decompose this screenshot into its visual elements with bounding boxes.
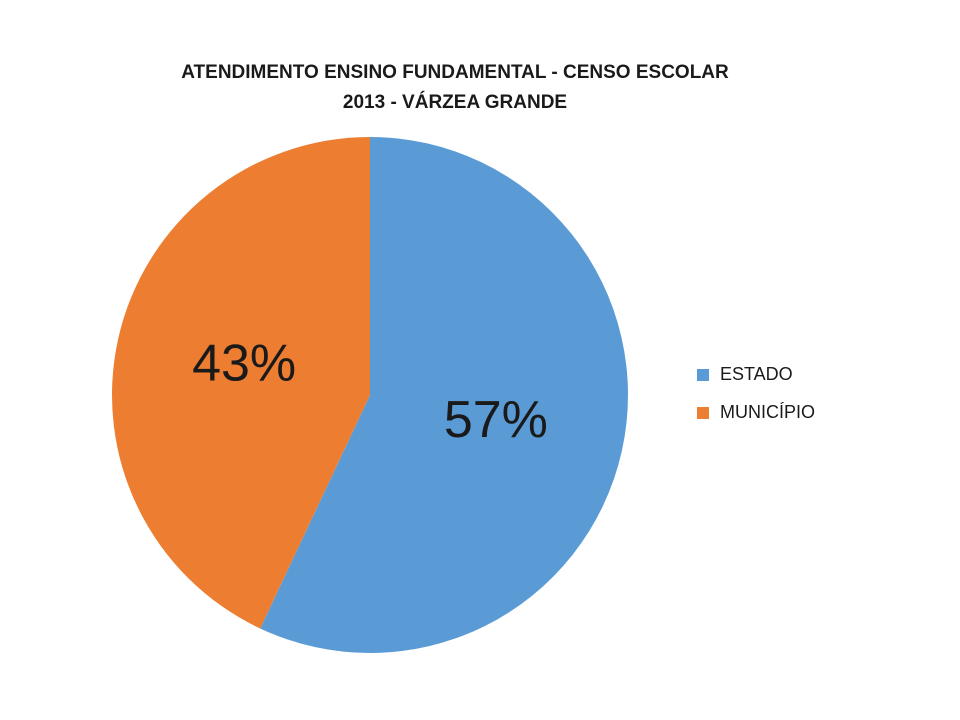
chart-title: ATENDIMENTO ENSINO FUNDAMENTAL - CENSO E… xyxy=(181,62,729,113)
legend-swatch xyxy=(697,407,709,419)
data-label: 43% xyxy=(192,335,296,393)
pie-slice xyxy=(260,137,628,653)
data-label: 57% xyxy=(444,391,548,449)
legend-label: ESTADO xyxy=(720,364,793,384)
legend-label: MUNICÍPIO xyxy=(720,402,815,422)
pie-slice xyxy=(112,137,371,629)
legend-swatch xyxy=(697,369,709,381)
